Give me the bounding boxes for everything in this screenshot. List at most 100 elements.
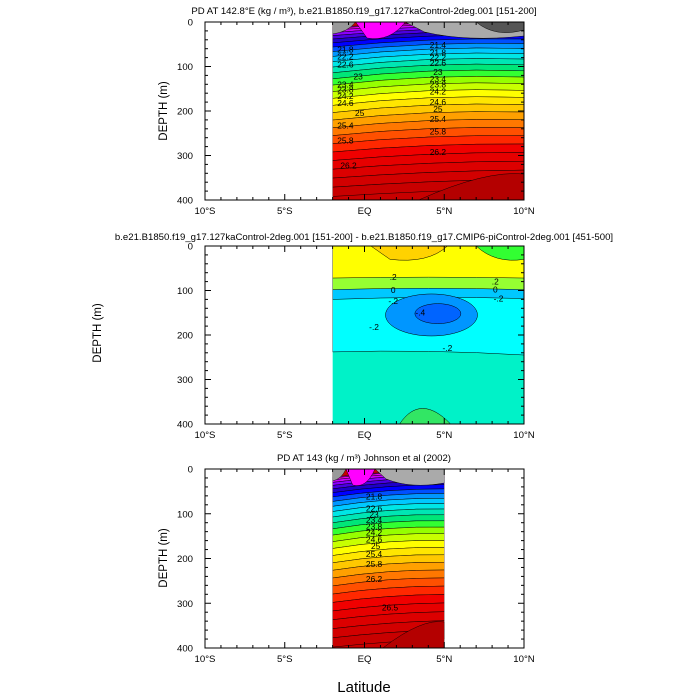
y-tick-label: 400 — [177, 196, 193, 207]
contour-label: 25.8 — [430, 126, 447, 136]
contour-label: 0 — [391, 285, 396, 295]
contour-label: 23.8 — [366, 521, 383, 531]
contour-label: 24.2 — [337, 91, 354, 101]
x-tick-label: 5°N — [436, 206, 452, 217]
contour-label: 21.4 — [430, 40, 447, 50]
y-tick-label: 300 — [177, 375, 193, 386]
contour-label: 23.4 — [430, 74, 447, 84]
panel-pd-observations: PD AT 143 (kg / m³) Johnson et al (2002)… — [158, 453, 535, 665]
difference-band — [475, 246, 524, 261]
density-band — [382, 621, 445, 648]
contour-label: 21.8 — [337, 45, 354, 55]
contour-label: 25 — [371, 541, 381, 551]
x-tick-label: 10°N — [513, 654, 535, 665]
x-tick-label: EQ — [358, 430, 372, 441]
y-tick-label: 100 — [177, 62, 193, 73]
contour-label: 25 — [355, 108, 365, 118]
contour-label: 24.6 — [366, 535, 383, 545]
x-axis-label: Latitude — [337, 679, 390, 696]
contour-label: -.2 — [494, 294, 504, 304]
y-tick-label: 0 — [188, 18, 193, 29]
observed-contour-fill — [332, 469, 445, 648]
contour-label: 26.5 — [382, 603, 399, 613]
x-tick-label: 5°N — [436, 430, 452, 441]
y-tick-label: 300 — [177, 599, 193, 610]
contour-label: 24.2 — [366, 528, 383, 538]
contour-label: 26.2 — [430, 147, 447, 157]
x-tick-label: 5°S — [277, 206, 293, 217]
contour-labels: .20-.2.20-.2-.4-.2-.2 — [369, 272, 504, 353]
contour-label: 24.6 — [430, 97, 447, 107]
contour-label: .2 — [390, 272, 397, 282]
y-tick-label: 400 — [177, 644, 193, 655]
panel-title: PD AT 142.8°E (kg / m³), b.e21.B1850.f19… — [191, 6, 536, 17]
x-tick-label: 10°N — [513, 430, 535, 441]
contour-label: 23 — [369, 510, 379, 520]
contour-label: -.2 — [388, 296, 398, 306]
difference-band — [414, 303, 462, 324]
y-axis-label: DEPTH (m) — [92, 303, 104, 363]
contour-label: 23 — [353, 71, 363, 81]
contour-label: 25.4 — [337, 121, 354, 131]
y-axis-label: DEPTH (m) — [158, 81, 170, 141]
contour-label: 25 — [433, 104, 443, 114]
contour-label: 22.6 — [337, 60, 354, 70]
y-tick-label: 0 — [188, 242, 193, 253]
contour-label: 22.2 — [337, 52, 354, 62]
contour-label: 24.6 — [337, 98, 354, 108]
contour-label: -.4 — [415, 307, 425, 317]
x-tick-label: 10°N — [513, 206, 535, 217]
contour-label: -.2 — [369, 322, 379, 332]
contour-label: 23 — [433, 67, 443, 77]
x-tick-label: 10°S — [195, 430, 216, 441]
contour-label: 23.4 — [366, 515, 383, 525]
contour-label: 23.8 — [430, 79, 447, 89]
x-tick-label: 5°S — [277, 430, 293, 441]
plot-frame: 10°S 5°S EQ 5°N 10°N 0 100 200 300 400 — [177, 242, 535, 442]
y-tick-label: 100 — [177, 509, 193, 520]
x-tick-label: 10°S — [195, 654, 216, 665]
panel-pd-difference: b.e21.B1850.f19_g17.127kaControl-2deg.00… — [92, 232, 613, 441]
y-tick-label: 0 — [188, 465, 193, 476]
y-tick-label: 200 — [177, 554, 193, 565]
contour-label: 22.6 — [366, 503, 383, 513]
surface-band — [374, 469, 445, 486]
panel-pd-model: PD AT 142.8°E (kg / m³), b.e21.B1850.f19… — [158, 6, 537, 217]
x-tick-label: 5°S — [277, 654, 293, 665]
plot-frame: 10°S 5°S EQ 5°N 10°N 0 100 200 300 400 — [177, 18, 535, 218]
x-tick-label: EQ — [358, 654, 372, 665]
y-tick-label: 300 — [177, 151, 193, 162]
contour-label: 23.8 — [337, 85, 354, 95]
y-tick-label: 200 — [177, 331, 193, 342]
difference-contour-fill — [332, 246, 524, 424]
contour-label: 25.4 — [366, 549, 383, 559]
contour-labels: 21.822.222.62323.423.824.224.62525.425.8… — [337, 40, 446, 170]
panel-title: PD AT 143 (kg / m³) Johnson et al (2002) — [277, 453, 451, 464]
contour-label: -.2 — [443, 343, 453, 353]
y-tick-label: 200 — [177, 107, 193, 118]
contour-label: 22.6 — [430, 58, 447, 68]
contour-label: 23.4 — [337, 79, 354, 89]
contour-label: 24.2 — [430, 86, 447, 96]
x-tick-label: 5°N — [436, 654, 452, 665]
y-tick-label: 100 — [177, 286, 193, 297]
contour-label: 0 — [493, 285, 498, 295]
panel-title: b.e21.B1850.f19_g17.127kaControl-2deg.00… — [115, 232, 613, 243]
difference-band — [332, 246, 524, 279]
surface-band — [475, 22, 524, 33]
contour-label: 25.4 — [430, 114, 447, 124]
contour-label: 26.2 — [366, 574, 383, 584]
y-axis-label: DEPTH (m) — [158, 528, 170, 588]
contour-label: 22.2 — [430, 53, 447, 63]
contour-label: 21.8 — [366, 492, 383, 502]
contour-label: 25.8 — [366, 559, 383, 569]
x-tick-label: 10°S — [195, 206, 216, 217]
contour-label: 25.8 — [337, 135, 354, 145]
plot-frame: 10°S 5°S EQ 5°N 10°N 0 100 200 300 400 — [177, 465, 535, 666]
contour-label: 26.2 — [340, 160, 357, 170]
y-tick-label: 400 — [177, 420, 193, 431]
x-tick-label: EQ — [358, 206, 372, 217]
contour-label: 21.8 — [430, 47, 447, 57]
